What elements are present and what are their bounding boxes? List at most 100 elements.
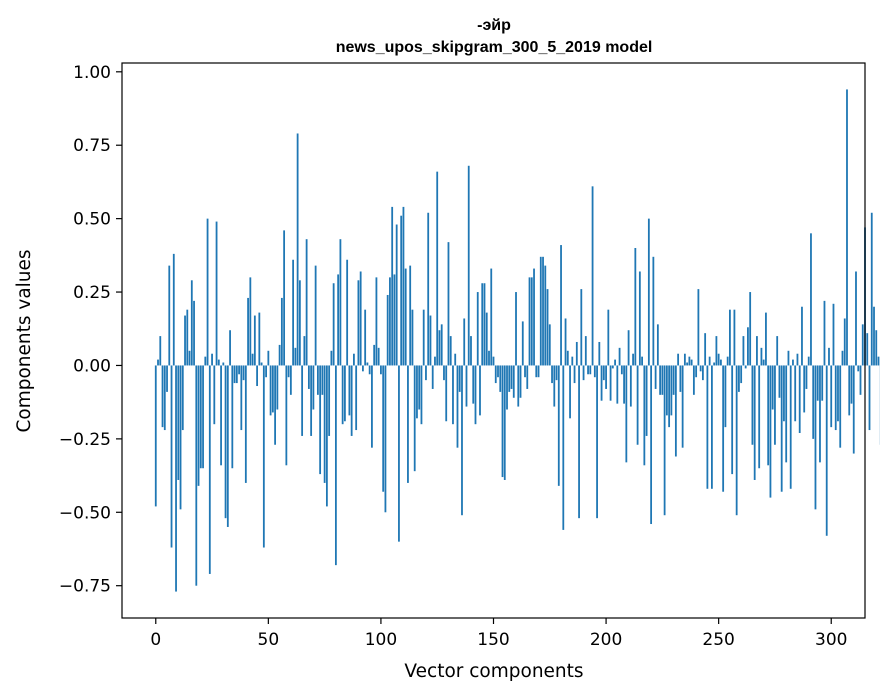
bar-277	[778, 365, 781, 398]
bar-154	[501, 365, 504, 478]
bar-236	[686, 362, 689, 366]
bar-183	[566, 350, 569, 366]
bar-22	[204, 356, 207, 366]
bar-25	[211, 353, 213, 366]
bar-122	[429, 315, 432, 366]
bar-234	[681, 365, 684, 448]
bar-156	[506, 365, 508, 410]
bar-249	[715, 336, 718, 366]
bar-116	[416, 365, 418, 419]
bar-78	[330, 350, 333, 366]
bar-174	[546, 289, 549, 366]
bar-187	[575, 341, 578, 366]
bar-138	[465, 365, 468, 407]
bar-81	[337, 274, 340, 366]
bar-191	[584, 336, 587, 366]
bar-321	[877, 356, 880, 366]
bar-111	[404, 268, 407, 366]
bar-59	[287, 365, 290, 378]
bar-283	[792, 359, 794, 366]
bar-134	[456, 365, 459, 448]
bar-32	[226, 365, 229, 527]
bar-320	[875, 330, 878, 366]
bar-150	[492, 356, 495, 366]
bar-276	[776, 336, 779, 366]
bar-102	[384, 365, 387, 513]
bar-91	[359, 271, 362, 366]
bar-246	[708, 356, 711, 366]
bar-291	[810, 233, 812, 366]
bar-305	[841, 350, 844, 366]
bar-92	[362, 365, 364, 372]
bar-296	[821, 365, 824, 401]
bar-170	[537, 365, 540, 378]
bar-199	[602, 365, 605, 381]
bar-228	[668, 365, 671, 428]
bar-292	[812, 365, 815, 439]
bar-5	[166, 365, 168, 392]
bar-238	[690, 359, 693, 366]
bar-300	[830, 365, 833, 428]
bar-165	[526, 365, 529, 389]
bar-103	[386, 294, 389, 366]
bar-97	[373, 344, 376, 366]
bar-285	[796, 353, 799, 366]
bar-38	[240, 365, 243, 431]
bar-67	[305, 239, 308, 366]
bar-47	[260, 362, 263, 366]
bar-319	[873, 306, 875, 366]
y-tick-label: −0.75	[59, 577, 111, 597]
bar-274	[771, 365, 774, 410]
bar-93	[364, 309, 367, 366]
bar-253	[724, 365, 727, 428]
bar-280	[785, 365, 788, 463]
bar-30	[222, 362, 225, 366]
bar-215	[638, 271, 641, 366]
bar-271	[765, 312, 767, 366]
bar-125	[436, 171, 439, 366]
bar-75	[323, 365, 326, 483]
bar-153	[499, 365, 502, 392]
bar-256	[731, 365, 734, 475]
y-tick-label: 1.00	[73, 63, 111, 83]
bar-56	[280, 297, 283, 366]
bar-108	[398, 365, 400, 542]
bar-247	[711, 365, 713, 489]
bar-269	[760, 347, 763, 366]
bar-294	[816, 365, 819, 401]
bar-40	[244, 365, 247, 483]
bar-142	[474, 365, 477, 425]
bar-220	[650, 365, 653, 525]
bar-60	[289, 365, 292, 395]
bar-10	[177, 365, 180, 480]
bar-182	[564, 318, 567, 366]
chart-subtitle: news_upos_skipgram_300_5_2019 model	[336, 39, 653, 56]
bar-112	[407, 365, 409, 483]
x-tick-label: 150	[477, 630, 509, 650]
bar-197	[598, 341, 601, 366]
bar-273	[769, 365, 772, 498]
bar-194	[591, 186, 594, 366]
bar-149	[490, 268, 493, 366]
bar-244	[704, 333, 707, 366]
bar-260	[740, 365, 743, 384]
bar-155	[503, 365, 506, 480]
bar-84	[344, 365, 346, 422]
bar-160	[515, 292, 517, 366]
bar-242	[699, 365, 702, 372]
bar-132	[452, 365, 454, 425]
bar-66	[303, 336, 306, 366]
bar-316	[866, 333, 869, 366]
bar-140	[470, 336, 472, 366]
bar-289	[805, 365, 808, 389]
bar-20	[199, 365, 202, 469]
bar-87	[350, 365, 353, 436]
bar-2	[159, 336, 162, 366]
bar-148	[488, 350, 490, 366]
bar-157	[508, 365, 511, 392]
bar-297	[823, 300, 826, 366]
x-tick-label: 300	[815, 630, 847, 650]
bar-24	[208, 365, 211, 574]
bar-230	[672, 365, 675, 395]
bar-275	[774, 365, 776, 445]
